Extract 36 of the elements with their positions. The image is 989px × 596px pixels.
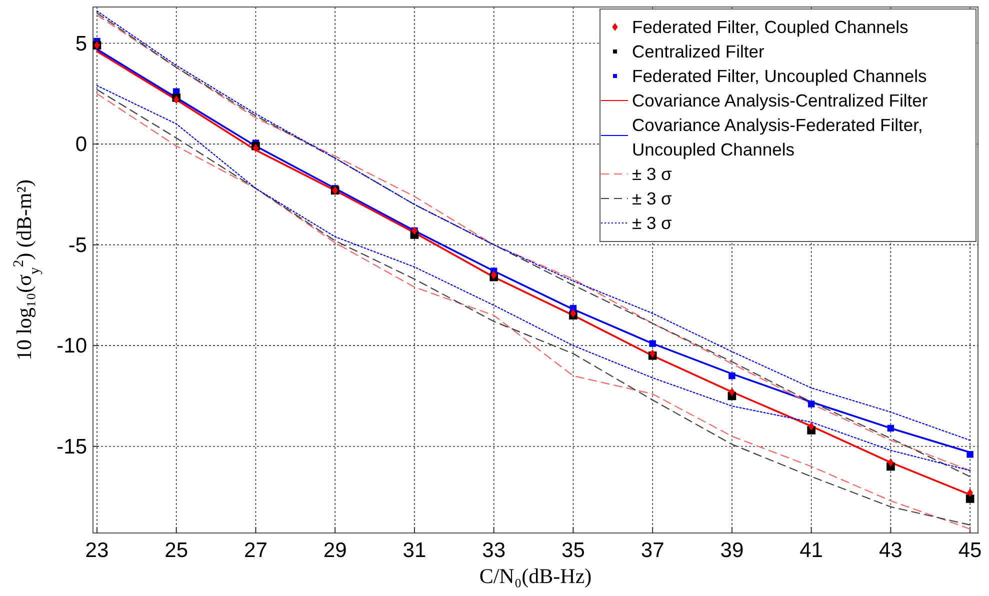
x-tick-label: 39 <box>720 539 744 562</box>
legend-label: Federated Filter, Uncoupled Channels <box>632 66 928 86</box>
y-tick-label: 5 <box>75 32 87 56</box>
y-tick-label: -10 <box>56 334 87 358</box>
x-tick-label: 23 <box>85 539 109 562</box>
point <box>808 400 815 408</box>
point <box>808 422 814 430</box>
x-tick-label: 27 <box>244 539 268 562</box>
x-tick-label: 37 <box>640 539 664 562</box>
legend-label: Covariance Analysis-Centralized Filter <box>632 90 928 110</box>
point <box>650 349 656 358</box>
legend-label: Centralized Filter <box>632 42 764 62</box>
x-tick-label: 29 <box>323 539 347 562</box>
legend-label: ± 3 σ <box>632 188 672 208</box>
x-tick-label: 25 <box>164 539 188 562</box>
point <box>887 424 894 432</box>
x-axis-title: C/N₀(dB-Hz) <box>479 564 592 588</box>
x-tick-label: 43 <box>879 539 902 562</box>
point <box>888 458 894 467</box>
legend-label: Federated Filter, Coupled Channels <box>632 17 909 37</box>
legend-label: Covariance Analysis-Federated Filter, Uncoupled Channels <box>632 115 923 160</box>
point <box>966 451 974 458</box>
legend-label: ± 3 σ <box>632 164 672 184</box>
y-tick-label: 0 <box>75 133 87 156</box>
x-tick-label: 41 <box>800 539 823 562</box>
point <box>649 340 656 347</box>
legend-label: ± 3 σ <box>632 213 672 233</box>
y-tick-label: -5 <box>68 234 87 257</box>
x-tick-label: 33 <box>482 539 506 562</box>
x-tick-label: 35 <box>562 539 585 562</box>
point <box>966 494 974 503</box>
point <box>728 372 736 380</box>
point <box>967 488 974 497</box>
x-tick-label: 45 <box>958 539 982 562</box>
y-tick-label: -15 <box>56 435 87 458</box>
x-tick-label: 31 <box>402 539 426 562</box>
